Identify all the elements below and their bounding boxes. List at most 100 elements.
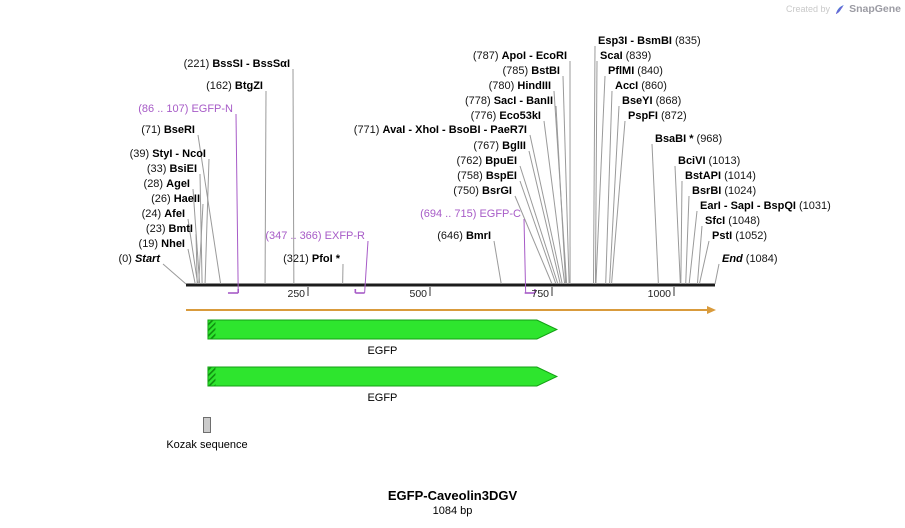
leader-line: [264, 90, 267, 285]
enzyme-site-label[interactable]: (28) AgeI: [144, 178, 190, 190]
enzyme-site-label[interactable]: BsrBI (1024): [692, 185, 756, 197]
leader-line: [592, 45, 596, 285]
enzyme-site-label[interactable]: BciVI (1013): [678, 155, 740, 167]
enzyme-site-label[interactable]: BseYI (868): [622, 95, 681, 107]
enzyme-site-label[interactable]: (767) BglII: [473, 140, 526, 152]
site-position: (162): [206, 80, 235, 92]
site-position: (24): [141, 208, 165, 220]
site-position: (785): [502, 65, 532, 77]
site-position: (762): [456, 155, 486, 167]
ruler-tick-label: 250: [287, 288, 306, 300]
site-name: ApoI - EcoRI: [501, 50, 567, 62]
ruler-tick-label: 500: [409, 288, 428, 300]
primer-leader-line: [364, 240, 369, 294]
terminus-label[interactable]: (0) Start: [118, 253, 160, 265]
enzyme-site-label[interactable]: PflMI (840): [608, 65, 663, 77]
watermark-created-by: Created by: [786, 4, 831, 14]
kozak-sequence-box[interactable]: [203, 417, 211, 433]
primer-label[interactable]: (86 .. 107) EGFP-N: [138, 103, 233, 115]
enzyme-site-label[interactable]: BstAPI (1014): [685, 170, 756, 182]
enzyme-site-label[interactable]: PspFI (872): [628, 110, 687, 122]
enzyme-site-label[interactable]: (778) SacI - BanII: [465, 95, 553, 107]
feature-arrow[interactable]: [207, 319, 559, 340]
enzyme-site-label[interactable]: (776) Eco53kI: [471, 110, 541, 122]
enzyme-site-label[interactable]: (780) HindIII: [489, 80, 551, 92]
enzyme-site-label[interactable]: SfcI (1048): [705, 215, 760, 227]
feature-arrow[interactable]: [207, 366, 559, 387]
enzyme-site-label[interactable]: ScaI (839): [600, 50, 651, 62]
leader-line: [609, 105, 620, 285]
enzyme-site-label[interactable]: PstI (1052): [712, 230, 767, 242]
leader-line: [555, 105, 567, 285]
enzyme-site-label[interactable]: (321) PfoI *: [283, 253, 340, 265]
site-name: BciVI: [678, 155, 706, 167]
site-position: (860): [641, 80, 667, 92]
site-position: (1024): [724, 185, 757, 197]
enzyme-site-label[interactable]: AccI (860): [615, 80, 667, 92]
primer-leader-line: [523, 218, 527, 294]
terminus-label[interactable]: End (1084): [722, 253, 778, 265]
enzyme-site-label[interactable]: EarI - SapI - BspQI (1031): [700, 200, 831, 212]
enzyme-site-label[interactable]: (26) HaeII: [151, 193, 200, 205]
enzyme-site-label[interactable]: (771) AvaI - XhoI - BsoBI - PaeR7I: [354, 124, 527, 136]
site-name: AccI: [615, 80, 639, 92]
leader-line: [514, 195, 553, 285]
leader-line: [198, 203, 204, 285]
enzyme-site-label[interactable]: (758) BspEI: [457, 170, 517, 182]
enzyme-site-label[interactable]: (785) BstBI: [503, 65, 560, 77]
leader-line: [680, 180, 683, 285]
site-name: AfeI: [164, 208, 185, 220]
enzyme-site-label[interactable]: (221) BssSI - BssSαI: [184, 58, 290, 70]
enzyme-site-label[interactable]: (19) NheI: [139, 238, 185, 250]
leader-line: [605, 90, 613, 285]
site-name: BmtI: [168, 223, 193, 235]
feature-label: EGFP: [367, 392, 398, 404]
site-name: PspFI: [628, 110, 658, 122]
enzyme-site-label[interactable]: (23) BmtI: [146, 223, 193, 235]
enzyme-site-label[interactable]: (787) ApoI - EcoRI: [473, 50, 567, 62]
site-position: (646): [437, 230, 466, 242]
site-position: (776): [470, 110, 500, 122]
site-position: (71): [141, 124, 164, 136]
site-position: (1084): [745, 253, 778, 265]
watermark-brand: SnapGene: [849, 3, 901, 15]
site-name: BmrI: [465, 230, 491, 242]
site-name: BtgZI: [234, 80, 263, 92]
feature-partial-hatch: [208, 320, 216, 339]
site-position: (771): [353, 124, 383, 136]
primer-range: (86 .. 107): [138, 103, 192, 115]
primer-label[interactable]: (694 .. 715) EGFP-C: [420, 208, 521, 220]
primer-leader-line: [235, 113, 239, 294]
site-name: BstBI: [531, 65, 560, 77]
site-position: (1052): [735, 230, 767, 242]
site-position: (33): [146, 163, 170, 175]
site-position: (1013): [708, 155, 741, 167]
enzyme-site-label[interactable]: BsaBI * (968): [655, 133, 722, 145]
enzyme-site-label[interactable]: (71) BseRI: [141, 124, 195, 136]
site-position: (23): [145, 223, 169, 235]
enzyme-site-label[interactable]: Esp3I - BsmBI (835): [598, 35, 701, 47]
primer-range: (694 .. 715): [420, 208, 480, 220]
leader-line: [519, 165, 559, 285]
site-position: (0): [118, 253, 135, 265]
enzyme-site-label[interactable]: (762) BpuEI: [456, 155, 517, 167]
enzyme-site-label[interactable]: (39) StyI - NcoI: [130, 148, 206, 160]
leader-line: [493, 240, 502, 285]
enzyme-site-label[interactable]: (646) BmrI: [437, 230, 491, 242]
enzyme-site-label[interactable]: (33) BsiEI: [147, 163, 197, 175]
site-name: BsrBI: [692, 185, 722, 197]
enzyme-site-label[interactable]: (162) BtgZI: [206, 80, 263, 92]
site-position: (872): [660, 110, 687, 122]
primer-range: (347 .. 366): [265, 230, 325, 242]
enzyme-site-label[interactable]: (24) AfeI: [142, 208, 185, 220]
leader-line: [204, 158, 210, 285]
leader-line: [187, 248, 196, 285]
leader-line: [651, 143, 659, 285]
site-position: (778): [464, 95, 494, 107]
site-position: (26): [151, 193, 174, 205]
enzyme-site-label[interactable]: (750) BsrGI: [453, 185, 512, 197]
site-position: (780): [488, 80, 518, 92]
ruler-tick-label: 750: [531, 288, 550, 300]
primer-label[interactable]: (347 .. 366) EXFP-R: [265, 230, 365, 242]
site-position: (968): [696, 133, 723, 145]
